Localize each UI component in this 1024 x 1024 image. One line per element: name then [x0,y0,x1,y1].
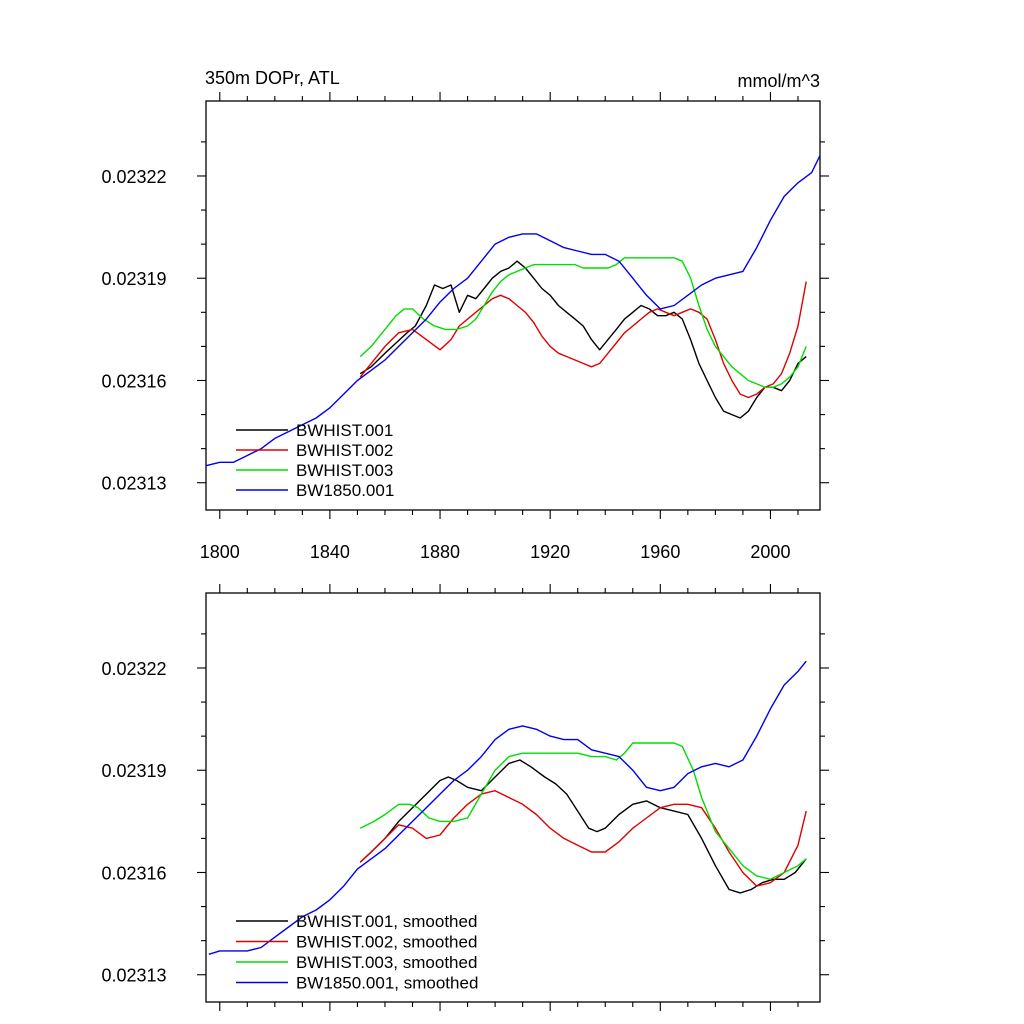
top-y-tick-label: 0.02319 [101,269,166,289]
bottom-y-tick-label: 0.02319 [101,761,166,781]
top-y-tick-label: 0.02313 [101,474,166,494]
bottom-legend-label: BW1850.001, smoothed [296,974,478,993]
bottom-series-line-1 [359,759,807,894]
top-x-tick-label: 2000 [750,542,790,562]
bottom-legend-label: BWHIST.002, smoothed [296,933,477,952]
top-legend-label: BWHIST.002 [296,441,393,460]
top-legend-label: BWHIST.003 [296,461,393,480]
top-chart-title: 350m DOPr, ATL [205,68,340,88]
top-y-tick-label: 0.02322 [101,167,166,187]
top-x-tick-label: 1840 [310,542,350,562]
top-series-line-1 [359,260,807,419]
top-x-tick-label: 1920 [530,542,570,562]
top-series-line-2 [359,281,807,399]
top-x-tick-label: 1960 [640,542,680,562]
bottom-y-tick-label: 0.02322 [101,659,166,679]
bottom-series-line-3 [359,742,807,880]
bottom-plot-frame [205,592,821,1003]
top-x-tick-label: 1880 [420,542,460,562]
top-chart-panel: 1800 1840 1880 1920 1960 2000 0.02313 0.02316 0.… [101,68,829,562]
bottom-legend-label: BWHIST.003, smoothed [296,953,477,972]
top-units-label: mmol/m^3 [738,71,820,91]
bottom-y-tick-label: 0.02313 [101,966,166,986]
bottom-chart-panel: 0.02313 0.02316 0.02319 0.02322 BWHIST.001, … [101,584,829,1011]
bottom-series-line-4 [208,660,807,955]
top-legend-label: BWHIST.001 [296,421,393,440]
top-series-line-3 [359,257,807,388]
top-plot-frame [205,100,821,511]
top-x-tick-label: 1800 [200,542,240,562]
top-legend-label: BW1850.001 [296,481,394,500]
bottom-series-line-2 [359,790,807,887]
bottom-y-tick-label: 0.02316 [101,863,166,883]
bottom-legend-label: BWHIST.001, smoothed [296,912,477,931]
top-series-line-4 [205,155,821,467]
top-y-tick-label: 0.02316 [101,371,166,391]
